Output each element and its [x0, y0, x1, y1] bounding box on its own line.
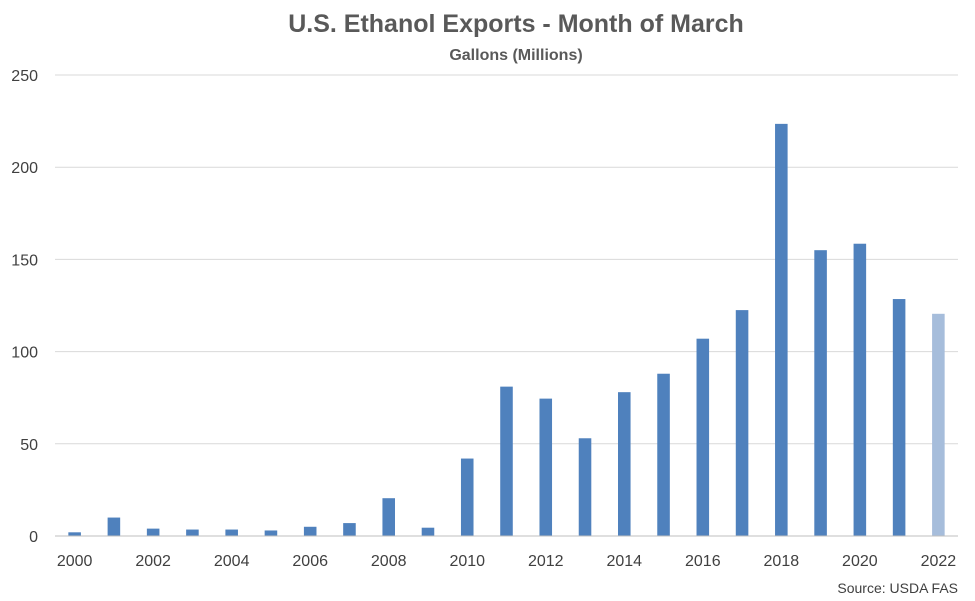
x-tick-label: 2008 — [371, 553, 407, 570]
bar-2008 — [382, 498, 395, 536]
x-tick-label: 2016 — [685, 553, 721, 570]
bars — [68, 123, 945, 536]
bar-2012 — [539, 398, 553, 536]
y-tick-label: 100 — [11, 345, 38, 362]
x-tick-label: 2012 — [528, 553, 564, 570]
x-axis-tick-labels: 2000 2002 2004 2006 2008 2010 2012 2014 2016 2018… — [57, 553, 956, 570]
bar-2021 — [892, 299, 906, 536]
bar-2000 — [68, 532, 81, 536]
x-tick-label: 2022 — [921, 553, 957, 570]
x-tick-label: 2006 — [292, 553, 328, 570]
chart-subtitle: Gallons (Millions) — [449, 47, 582, 64]
bar-2003 — [186, 529, 199, 536]
y-tick-label: 200 — [11, 160, 38, 177]
source-note: Source: USDA FAS — [837, 580, 958, 596]
y-tick-label: 250 — [11, 68, 38, 85]
bar-2005 — [264, 530, 278, 536]
bar-2011 — [500, 386, 513, 536]
bar-2007 — [343, 523, 356, 536]
y-tick-label: 0 — [29, 529, 38, 546]
bar-2020 — [853, 243, 867, 536]
bar-2010 — [460, 458, 474, 536]
bar-2016 — [696, 338, 710, 536]
x-tick-label: 2018 — [764, 553, 800, 570]
x-tick-label: 2004 — [214, 553, 250, 570]
bar-2013 — [578, 438, 592, 536]
bar-2015 — [657, 373, 670, 536]
x-tick-label: 2014 — [606, 553, 642, 570]
bar-2004 — [225, 529, 238, 536]
y-tick-label: 50 — [20, 437, 38, 454]
bar-2019 — [814, 250, 827, 536]
bar-2014 — [618, 392, 631, 536]
bar-2018 — [775, 123, 788, 536]
chart-title: U.S. Ethanol Exports - Month of March — [288, 10, 744, 38]
x-tick-label: 2020 — [842, 553, 878, 570]
bar-2022 — [932, 313, 945, 536]
x-tick-label: 2000 — [57, 553, 93, 570]
x-tick-label: 2010 — [449, 553, 485, 570]
y-axis-tick-labels: 0 50 100 150 200 250 — [11, 68, 38, 546]
bar-2001 — [107, 517, 121, 536]
y-tick-label: 150 — [11, 252, 38, 269]
bar-2002 — [146, 528, 160, 536]
gridlines — [55, 74, 958, 445]
bar-2006 — [303, 526, 317, 536]
x-tick-label: 2002 — [135, 553, 171, 570]
bar-2009 — [421, 527, 435, 536]
bar-2017 — [735, 310, 749, 536]
